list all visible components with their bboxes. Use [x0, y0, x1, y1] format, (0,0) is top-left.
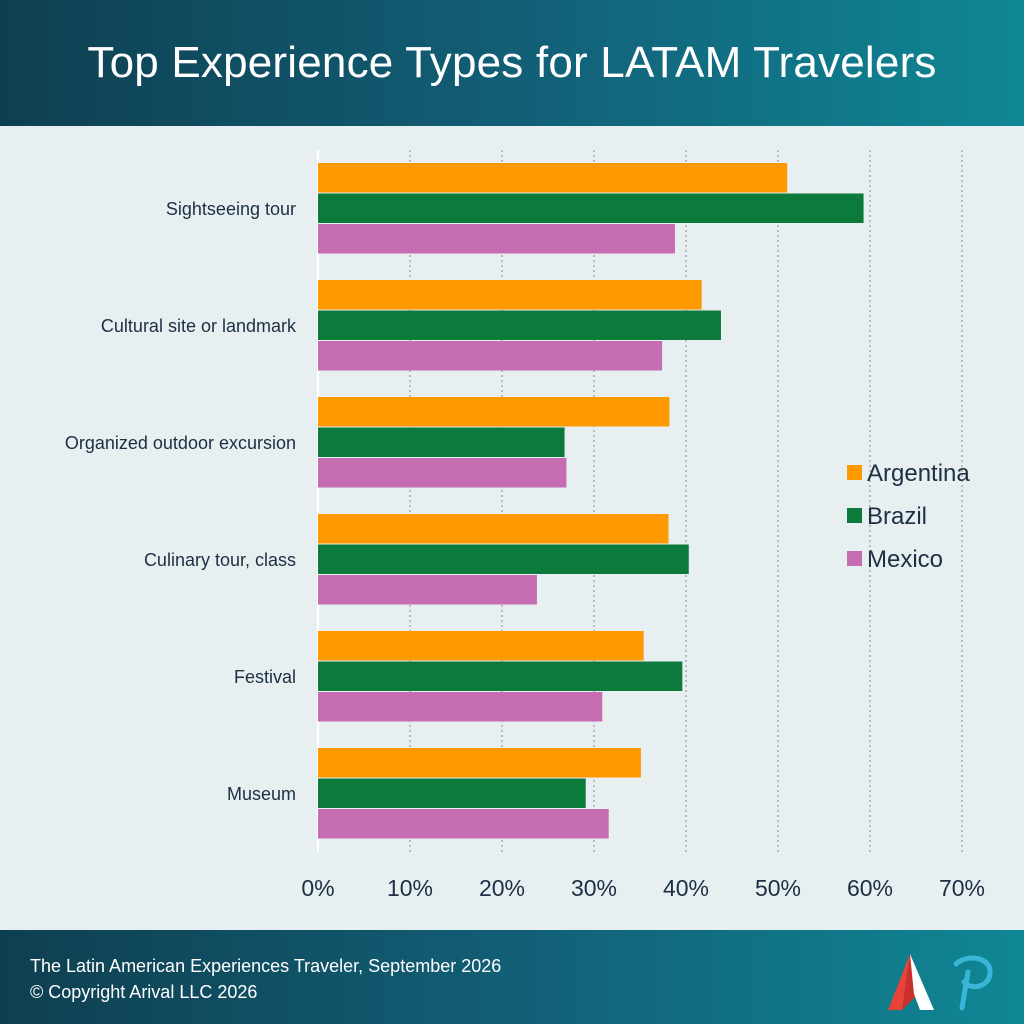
legend-swatch-brazil [847, 508, 862, 523]
legend-swatch-mexico [847, 551, 862, 566]
bar-argentina-2 [318, 280, 702, 310]
legend-label-argentina: Argentina [867, 460, 970, 487]
x-tick-label: 10% [387, 875, 433, 901]
category-label: Festival [234, 667, 296, 687]
chart-title: Top Experience Types for LATAM Travelers [87, 38, 937, 87]
legend-swatch-argentina [847, 465, 862, 480]
chart-area: Sightseeing tour Cultural site or landmar… [0, 126, 1024, 930]
x-tick-label: 50% [755, 875, 801, 901]
bar-brazil-5 [318, 661, 683, 691]
footer-source: The Latin American Experiences Traveler,… [30, 956, 502, 976]
footer-banner: The Latin American Experiences Traveler,… [0, 930, 1024, 1024]
x-tick-label: 0% [301, 875, 334, 901]
x-tick-label: 70% [939, 875, 985, 901]
bar-brazil-6 [318, 778, 586, 808]
bar-argentina-3 [318, 397, 670, 427]
legend-label-brazil: Brazil [867, 503, 927, 530]
x-tick-label: 20% [479, 875, 525, 901]
legend-label-mexico: Mexico [867, 546, 943, 573]
bar-argentina-1 [318, 163, 788, 193]
arival-logo-icon [888, 954, 934, 1010]
bar-brazil-3 [318, 427, 565, 457]
bar-mexico-4 [318, 575, 537, 605]
bar-argentina-5 [318, 631, 644, 661]
x-tick-label: 60% [847, 875, 893, 901]
bar-mexico-3 [318, 458, 567, 488]
x-tick-label: 40% [663, 875, 709, 901]
category-label: Sightseeing tour [166, 199, 296, 219]
bar-argentina-6 [318, 748, 641, 778]
category-label: Organized outdoor excursion [65, 433, 296, 453]
bar-mexico-2 [318, 341, 663, 371]
bar-brazil-2 [318, 310, 721, 340]
category-label: Cultural site or landmark [101, 316, 297, 336]
category-label: Museum [227, 784, 296, 804]
footer-copyright: © Copyright Arival LLC 2026 [30, 982, 258, 1002]
bar-mexico-1 [318, 224, 675, 254]
p-logo-icon [953, 955, 993, 1011]
bar-argentina-4 [318, 514, 669, 544]
bar-brazil-1 [318, 193, 864, 223]
x-tick-label: 30% [571, 875, 617, 901]
bar-mexico-6 [318, 809, 609, 839]
header-banner: Top Experience Types for LATAM Travelers [0, 0, 1024, 126]
bar-brazil-4 [318, 544, 689, 574]
bar-mexico-5 [318, 692, 603, 722]
category-label: Culinary tour, class [144, 550, 296, 570]
bar-chart: Sightseeing tour Cultural site or landmar… [65, 150, 985, 901]
